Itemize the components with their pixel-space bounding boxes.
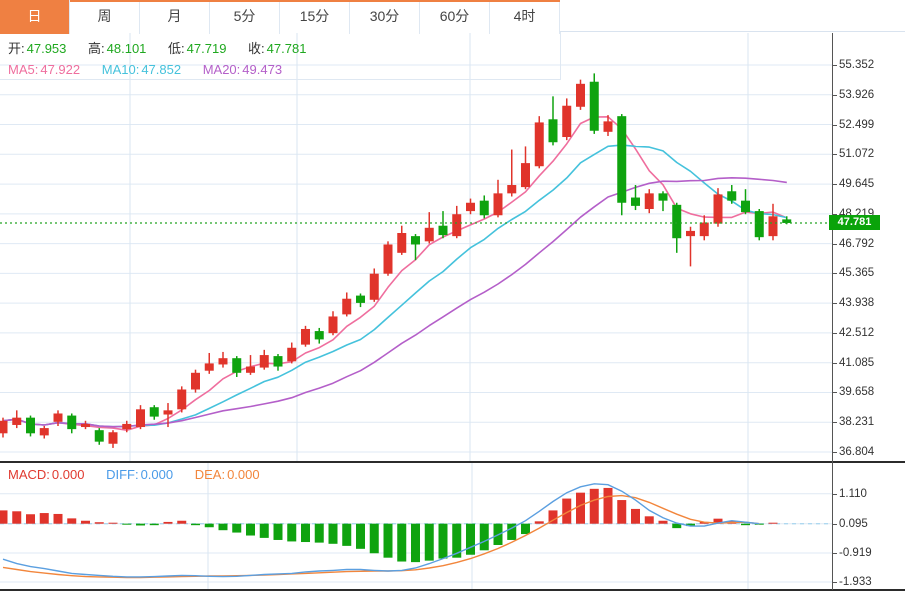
price-axis-label-tick — [832, 65, 837, 66]
panel-separator — [0, 461, 905, 463]
price-axis-label: 43.938 — [839, 297, 875, 309]
tab-day[interactable]: 日 — [0, 0, 70, 34]
macd-axis-label-tick — [832, 582, 837, 583]
price-axis-label-tick — [832, 333, 837, 334]
price-axis-label-tick — [832, 273, 837, 274]
price-axis-label-tick — [832, 244, 837, 245]
macd-axis-label-tick — [832, 524, 837, 525]
macd-axis-label: 0.095 — [839, 518, 868, 530]
price-axis-label-tick — [832, 392, 837, 393]
tab-15min[interactable]: 15分 — [280, 2, 350, 34]
price-axis-label-tick — [832, 303, 837, 304]
price-axis-label-tick — [832, 125, 837, 126]
price-axis-label-tick — [832, 154, 837, 155]
period-tabs: 日周月 5分 15分 30分 60分 4时 — [0, 0, 560, 34]
current-price-badge: 47.781 — [829, 215, 880, 230]
price-axis-label-tick — [832, 422, 837, 423]
diff-curve — [2, 483, 760, 578]
macd-axis-label: 1.110 — [839, 488, 867, 500]
price-axis-label: 45.365 — [839, 267, 875, 279]
macd-chart[interactable] — [0, 462, 832, 590]
price-axis-label-tick — [832, 363, 837, 364]
macd-axis-label-tick — [832, 553, 837, 554]
price-axis-label: 55.352 — [839, 59, 875, 71]
tab-5min[interactable]: 5分 — [210, 2, 280, 34]
main-chart[interactable] — [0, 33, 832, 462]
price-axis-label: 52.499 — [839, 119, 875, 131]
price-axis-label: 36.804 — [839, 446, 875, 458]
period-tabbar: 日周月 5分 15分 30分 60分 4时 — [0, 0, 905, 34]
ma10-line — [2, 144, 787, 428]
tab-60min[interactable]: 60分 — [420, 2, 490, 34]
price-axis-label-tick — [832, 452, 837, 453]
price-axis-label: 53.926 — [839, 89, 875, 101]
tab-week[interactable]: 周 — [70, 2, 140, 34]
price-axis-label: 38.231 — [839, 416, 875, 428]
bottom-axis-line — [0, 589, 905, 591]
price-axis-label: 39.658 — [839, 386, 875, 398]
price-axis-label: 42.512 — [839, 327, 875, 339]
tab-4hour[interactable]: 4时 — [490, 2, 560, 34]
price-axis-line — [832, 33, 833, 590]
price-axis-label: 49.645 — [839, 178, 875, 190]
quote-box-border-bottom — [0, 79, 561, 80]
macd-axis-label: -0.919 — [839, 547, 872, 559]
price-axis-label-tick — [832, 95, 837, 96]
macd-axis-label-tick — [832, 494, 837, 495]
price-axis-label-tick — [832, 214, 837, 215]
tab-30min[interactable]: 30分 — [350, 2, 420, 34]
ma5-line — [2, 116, 788, 432]
tab-month[interactable]: 月 — [140, 2, 210, 34]
price-axis-label: 46.792 — [839, 238, 875, 250]
macd-axis-label: -1.933 — [839, 576, 872, 588]
price-axis-label: 41.085 — [839, 357, 875, 369]
price-axis-label-tick — [832, 184, 837, 185]
quote-box-border-right — [560, 32, 561, 79]
ma20-line — [2, 177, 787, 428]
price-axis-label: 51.072 — [839, 148, 875, 160]
